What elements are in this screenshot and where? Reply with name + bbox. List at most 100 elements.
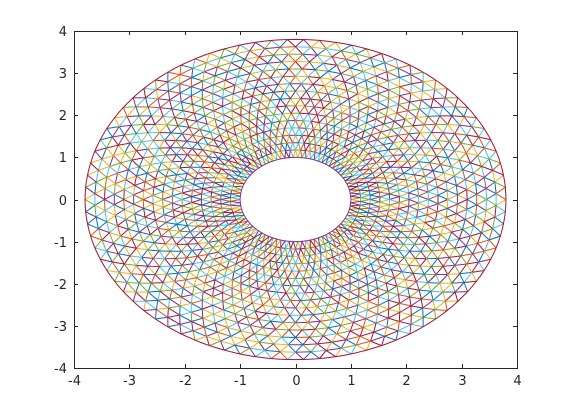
mesh-edge-circumferential: [410, 316, 424, 325]
mesh-edge-circumferential: [314, 260, 322, 263]
mesh-edge-diagonal: [358, 208, 369, 213]
mesh-edge-diagonal: [185, 118, 198, 122]
mesh-edge-diagonal: [243, 223, 251, 230]
mesh-edge-circumferential: [202, 209, 205, 217]
mesh-edge-diagonal: [477, 155, 490, 160]
mesh-edge-diagonal: [263, 123, 272, 131]
mesh-edge-diagonal: [256, 109, 259, 119]
mesh-edge-diagonal: [341, 106, 351, 114]
mesh-edge-diagonal: [370, 340, 383, 347]
mesh-edge-diagonal: [362, 327, 375, 333]
mesh-edge-circumferential: [117, 253, 125, 265]
mesh-edge-circumferential: [235, 131, 243, 136]
mesh-edge-diagonal: [246, 81, 256, 89]
mesh-edge-diagonal: [325, 282, 334, 290]
mesh-edge-diagonal: [341, 269, 351, 276]
mesh-edge-diagonal: [206, 123, 211, 133]
mesh-edge-diagonal: [422, 81, 424, 92]
mesh-edge-diagonal: [193, 182, 205, 185]
mesh-edge-circumferential: [138, 282, 149, 293]
mesh-edge-diagonal: [404, 279, 417, 282]
mesh-edge-diagonal: [483, 147, 497, 152]
mesh-edge-circumferential: [219, 263, 228, 269]
mesh-edge-diagonal: [418, 289, 422, 300]
mesh-edge-diagonal: [106, 242, 114, 252]
mesh-edge-diagonal: [305, 150, 311, 159]
mesh-edge-diagonal: [290, 149, 294, 158]
mesh-edge-diagonal: [359, 168, 371, 171]
mesh-edge-circumferential: [427, 115, 437, 125]
mesh-edge-diagonal: [309, 144, 316, 152]
mesh-edge-diagonal: [227, 327, 232, 337]
mesh-edge-circumferential: [131, 150, 137, 161]
mesh-edge-circumferential: [234, 313, 248, 318]
mesh-edge-diagonal: [403, 172, 415, 176]
mesh-edge-circumferential: [123, 124, 132, 136]
mesh-edge-diagonal: [233, 214, 245, 217]
mesh-edge-diagonal: [106, 144, 119, 149]
mesh-edge-diagonal: [387, 148, 400, 151]
mesh-edge-diagonal: [241, 244, 251, 250]
mesh-edge-circumferential: [358, 118, 367, 124]
mesh-edge-circumferential: [235, 219, 239, 224]
mesh-edge-diagonal: [340, 244, 350, 250]
mesh-edge-diagonal: [232, 245, 238, 254]
mesh-edge-diagonal: [471, 126, 485, 129]
mesh-edge-diagonal: [340, 234, 350, 240]
mesh-edge-diagonal: [197, 248, 204, 257]
mesh-edge-circumferential: [144, 216, 148, 227]
mesh-edge-diagonal: [287, 344, 296, 353]
mesh-edge-circumferential: [203, 215, 207, 222]
mesh-edge-circumferential: [188, 120, 198, 128]
mesh-edge-diagonal: [295, 127, 300, 136]
mesh-edge-diagonal: [302, 46, 312, 55]
mesh-edge-circumferential: [123, 179, 127, 190]
mesh-edge-circumferential: [400, 166, 405, 174]
mesh-edge-circumferential: [217, 251, 224, 257]
mesh-edge-circumferential: [171, 188, 174, 197]
mesh-edge-circumferential: [273, 113, 283, 116]
mesh-edge-diagonal: [256, 125, 265, 133]
mesh-edge-diagonal: [447, 124, 461, 126]
mesh-edge-circumferential: [192, 330, 207, 337]
mesh-edge-diagonal: [172, 209, 184, 214]
mesh-edge-diagonal: [398, 101, 411, 105]
mesh-edge-diagonal: [275, 69, 284, 78]
mesh-edge-circumferential: [418, 282, 429, 291]
mesh-edge-diagonal: [451, 282, 465, 284]
mesh-edge-diagonal: [263, 139, 266, 149]
mesh-edge-diagonal: [220, 193, 232, 196]
mesh-edge-circumferential: [304, 247, 311, 249]
mesh-edge-diagonal: [325, 274, 328, 284]
mesh-edge-diagonal: [191, 291, 204, 296]
mesh-edge-diagonal: [358, 97, 369, 103]
mesh-edge-diagonal: [362, 318, 367, 328]
mesh-edge-diagonal: [269, 99, 278, 108]
mesh-edge-diagonal: [125, 175, 137, 181]
mesh-edge-diagonal: [445, 181, 457, 186]
mesh-edge-diagonal: [243, 251, 248, 261]
mesh-edge-circumferential: [199, 123, 208, 130]
mesh-edge-diagonal: [365, 75, 377, 81]
mesh-edge-circumferential: [211, 186, 214, 193]
mesh-edge-circumferential: [429, 227, 434, 237]
mesh-edge-diagonal: [189, 225, 199, 233]
mesh-edge-circumferential: [240, 274, 250, 279]
mesh-edge-diagonal: [448, 133, 456, 143]
mesh-edge-diagonal: [204, 279, 216, 284]
mesh-edge-diagonal: [146, 170, 159, 174]
mesh-edge-diagonal: [442, 124, 449, 134]
mesh-edge-circumferential: [152, 186, 155, 196]
mesh-edge-diagonal: [282, 277, 289, 286]
mesh-edge-diagonal: [301, 68, 309, 78]
mesh-edge-diagonal: [106, 172, 118, 178]
mesh-edge-circumferential: [388, 98, 400, 105]
mesh-edge-diagonal: [248, 272, 258, 279]
mesh-edge-diagonal: [362, 172, 374, 175]
mesh-edge-diagonal: [343, 142, 354, 148]
mesh-edge-circumferential: [377, 308, 390, 315]
mesh-edge-circumferential: [466, 253, 474, 265]
mesh-edge-circumferential: [270, 320, 284, 323]
mesh-edge-diagonal: [237, 217, 247, 224]
mesh-edge-circumferential: [320, 258, 328, 262]
